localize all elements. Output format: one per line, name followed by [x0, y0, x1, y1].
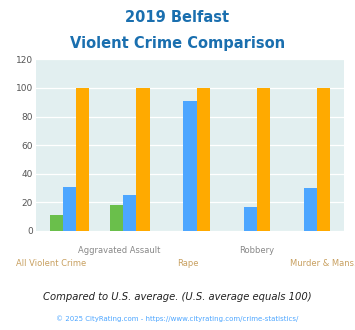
Bar — [76, 88, 89, 231]
Bar — [197, 88, 210, 231]
Bar — [63, 187, 76, 231]
Bar — [136, 88, 149, 231]
Bar — [304, 188, 317, 231]
Bar — [257, 88, 270, 231]
Text: Robbery: Robbery — [239, 246, 274, 255]
Text: Violent Crime Comparison: Violent Crime Comparison — [70, 36, 285, 51]
Text: 2019 Belfast: 2019 Belfast — [125, 10, 230, 25]
Text: Murder & Mans...: Murder & Mans... — [290, 259, 355, 268]
Text: Rape: Rape — [178, 259, 199, 268]
Bar — [317, 88, 330, 231]
Bar — [244, 207, 257, 231]
Text: Compared to U.S. average. (U.S. average equals 100): Compared to U.S. average. (U.S. average … — [43, 292, 312, 302]
Bar — [123, 195, 136, 231]
Text: All Violent Crime: All Violent Crime — [16, 259, 86, 268]
Text: Aggravated Assault: Aggravated Assault — [78, 246, 161, 255]
Bar — [183, 101, 197, 231]
Text: © 2025 CityRating.com - https://www.cityrating.com/crime-statistics/: © 2025 CityRating.com - https://www.city… — [56, 315, 299, 322]
Legend: Belfast, Maine, National: Belfast, Maine, National — [56, 329, 324, 330]
Bar — [110, 205, 123, 231]
Bar — [50, 215, 63, 231]
